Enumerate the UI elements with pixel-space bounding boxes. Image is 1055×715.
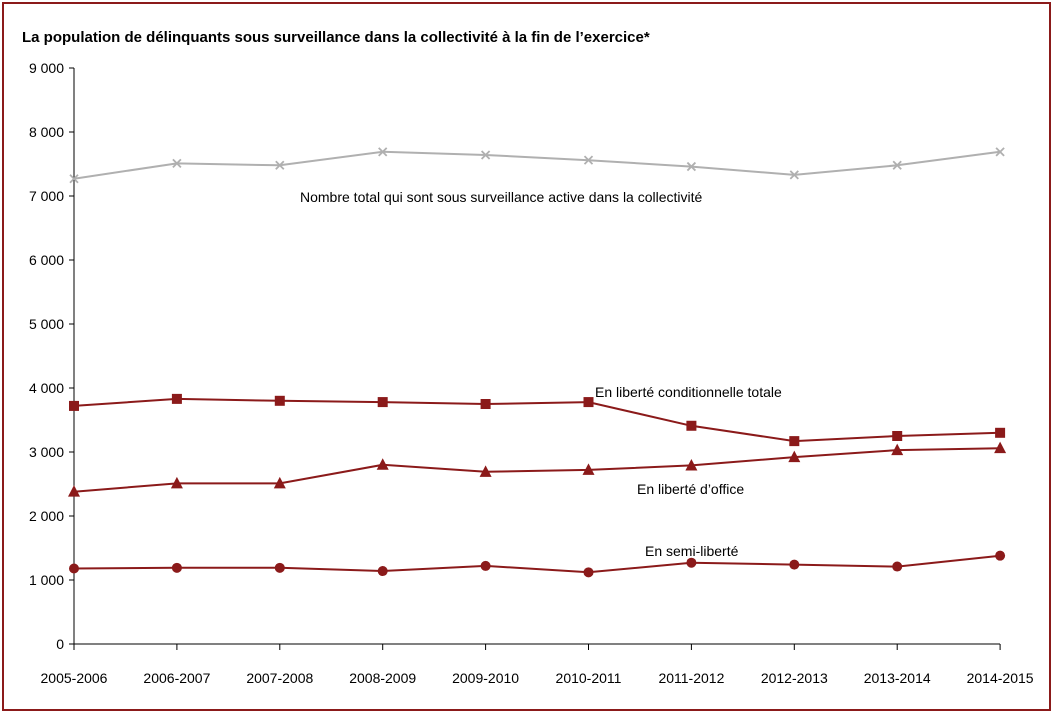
data-point-triangle bbox=[685, 458, 698, 471]
x-tick-label: 2013-2014 bbox=[864, 670, 931, 686]
data-point-triangle bbox=[479, 465, 492, 477]
data-point-circle bbox=[686, 557, 697, 568]
x-marker-stroke bbox=[480, 150, 491, 160]
data-point-circle bbox=[171, 562, 182, 573]
x-marker-stroke bbox=[378, 147, 388, 157]
series-line bbox=[73, 447, 1001, 493]
data-point-circle bbox=[274, 562, 285, 573]
y-tick-label: 3 000 bbox=[29, 444, 64, 460]
data-point-circle bbox=[583, 567, 594, 578]
data-point-triangle bbox=[170, 476, 183, 489]
series-group bbox=[68, 147, 1007, 578]
x-tick-label: 2010-2011 bbox=[556, 670, 622, 686]
x-marker-stroke bbox=[686, 161, 697, 172]
data-point-triangle bbox=[376, 458, 389, 470]
data-point-x bbox=[275, 160, 285, 170]
data-point-x bbox=[583, 155, 594, 165]
x-marker-stroke bbox=[892, 160, 902, 170]
x-tick-label: 2009-2010 bbox=[452, 670, 519, 686]
data-point-square bbox=[377, 397, 388, 408]
series-label-2: En liberté d’office bbox=[637, 481, 744, 497]
y-tick-label: 5 000 bbox=[29, 316, 64, 332]
y-tick-label: 8 000 bbox=[29, 124, 64, 140]
y-tick-label: 4 000 bbox=[29, 380, 64, 396]
y-tick-label: 1 000 bbox=[29, 572, 64, 588]
data-point-square bbox=[583, 397, 594, 408]
series-labels: Nombre total qui sont sous surveillance … bbox=[300, 189, 782, 559]
data-point-triangle bbox=[994, 441, 1007, 454]
data-point-square bbox=[995, 427, 1006, 438]
y-tick-label: 0 bbox=[56, 636, 64, 652]
x-tick-label: 2007-2008 bbox=[246, 670, 313, 686]
series-label-0: Nombre total qui sont sous surveillance … bbox=[300, 189, 703, 205]
data-point-circle bbox=[892, 561, 903, 572]
data-point-square bbox=[480, 399, 491, 409]
x-tick-label: 2012-2013 bbox=[761, 670, 828, 686]
data-point-triangle bbox=[273, 476, 286, 489]
data-point-x bbox=[995, 147, 1005, 157]
data-point-square bbox=[686, 420, 697, 431]
data-point-circle bbox=[480, 560, 491, 571]
y-tick-label: 6 000 bbox=[29, 252, 64, 268]
series-1 bbox=[69, 393, 1006, 447]
series-label-1: En liberté conditionnelle totale bbox=[595, 384, 782, 400]
series-0 bbox=[69, 147, 1005, 184]
data-point-x bbox=[686, 161, 697, 172]
x-marker-stroke bbox=[275, 160, 285, 170]
x-tick-label: 2014-2015 bbox=[967, 670, 1034, 686]
chart-title: La population de délinquants sous survei… bbox=[22, 29, 650, 46]
data-point-x bbox=[172, 158, 182, 168]
axes: 0 1 000 2 000 3 000 4 000 5 000 6 000 7 000 8 00… bbox=[29, 60, 1034, 686]
series-line bbox=[73, 397, 1001, 443]
y-tick-label: 2 000 bbox=[29, 508, 64, 524]
data-point-triangle bbox=[788, 450, 801, 463]
data-point-x bbox=[378, 147, 388, 157]
data-point-circle bbox=[789, 559, 800, 570]
series-line bbox=[73, 554, 1001, 574]
data-point-triangle bbox=[68, 485, 80, 497]
data-point-triangle bbox=[582, 463, 595, 475]
x-marker-stroke bbox=[789, 170, 799, 180]
y-tick-label: 7 000 bbox=[29, 188, 64, 204]
x-tick-label: 2011-2012 bbox=[658, 670, 724, 686]
x-tick-label: 2008-2009 bbox=[349, 670, 416, 686]
x-tick-label: 2006-2007 bbox=[143, 670, 210, 686]
data-point-x bbox=[480, 150, 491, 160]
y-tick-label: 9 000 bbox=[29, 60, 64, 76]
x-marker-stroke bbox=[172, 158, 182, 168]
data-point-square bbox=[274, 395, 285, 406]
series-2 bbox=[68, 441, 1007, 497]
data-point-circle bbox=[377, 566, 388, 577]
series-label-3: En semi-liberté bbox=[645, 543, 739, 559]
data-point-square bbox=[892, 431, 903, 441]
data-point-circle bbox=[995, 550, 1006, 561]
series-line bbox=[73, 150, 1001, 180]
x-tick-label: 2005-2006 bbox=[41, 670, 108, 686]
series-3 bbox=[69, 550, 1006, 578]
data-point-triangle bbox=[891, 443, 904, 456]
data-point-square bbox=[789, 436, 800, 447]
data-point-x bbox=[789, 170, 799, 180]
x-marker-stroke bbox=[69, 174, 79, 184]
data-point-x bbox=[69, 174, 79, 184]
data-point-square bbox=[69, 400, 79, 411]
x-marker-stroke bbox=[583, 155, 594, 165]
data-point-circle bbox=[69, 563, 79, 574]
data-point-square bbox=[171, 393, 182, 404]
x-marker-stroke bbox=[995, 147, 1005, 157]
data-point-x bbox=[892, 160, 902, 170]
